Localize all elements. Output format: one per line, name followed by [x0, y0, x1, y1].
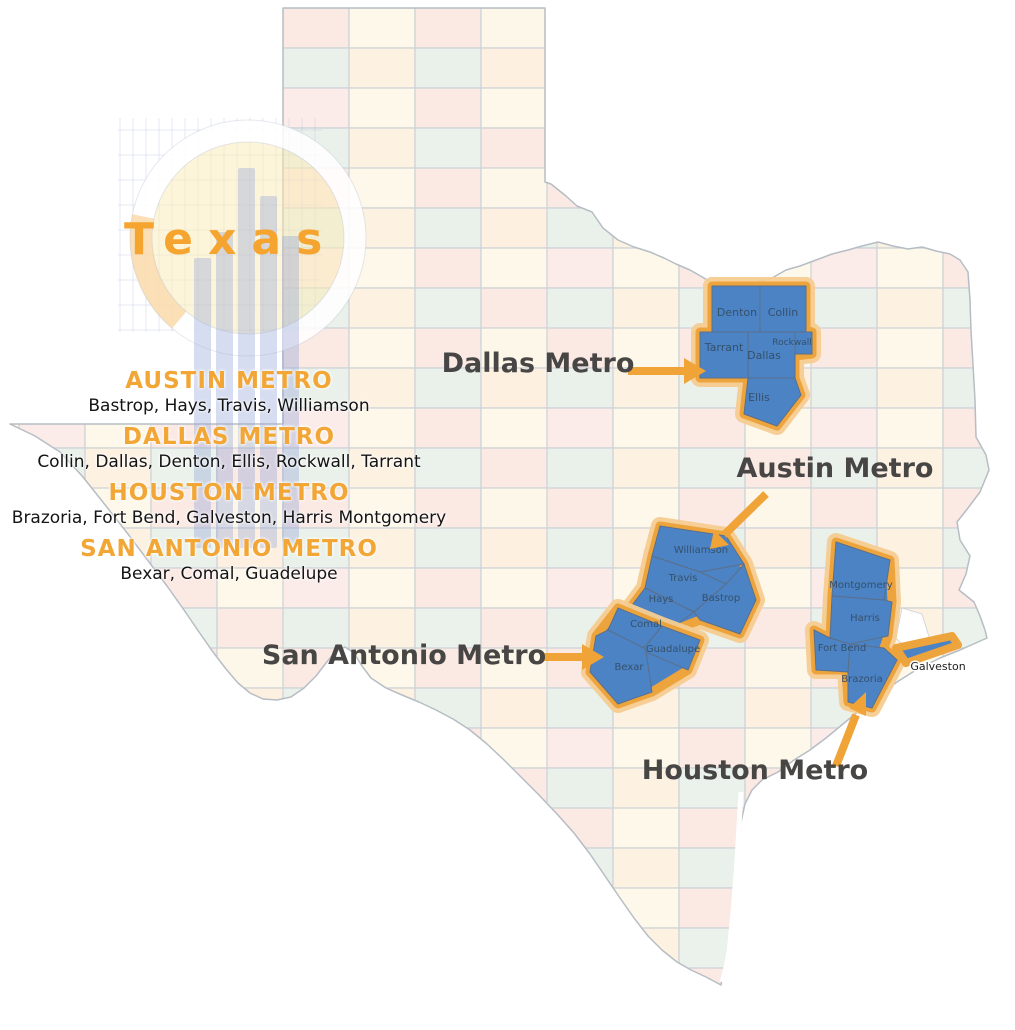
- dallas-arrowhead-icon: [684, 358, 706, 384]
- county-guadalupe-label: Guadalupe: [646, 644, 700, 655]
- county-bexar-shape: [589, 629, 653, 705]
- logo-ring-orange-arc: [130, 120, 366, 356]
- callout-arrows: [540, 358, 866, 768]
- county-harris-label: Harris: [850, 613, 880, 624]
- dallas-metro-callout: Dallas Metro: [442, 348, 635, 379]
- county-fort-bend-label: Fort Bend: [818, 643, 866, 654]
- logo-inner-circle: [152, 142, 344, 334]
- metro-region-dallas: Denton Collin Tarrant Dallas Rockwall El…: [691, 277, 821, 435]
- county-collin-label: Collin: [768, 306, 799, 319]
- county-guadalupe-shape: [643, 625, 701, 671]
- county-brazoria-shape: [847, 643, 898, 709]
- logo-ring-edge-outer: [129, 119, 367, 357]
- county-dallas-label: Dallas: [747, 349, 781, 362]
- county-hays-label: Hays: [649, 594, 674, 605]
- san-antonio-metro-callout: San Antonio Metro: [262, 640, 546, 671]
- county-montgomery-label: Montgomery: [829, 580, 892, 591]
- logo-ring-edge-inner: [151, 141, 345, 335]
- county-ellis-shape: [743, 377, 802, 427]
- logo-bars-icon: [194, 168, 299, 548]
- county-ellis-label: Ellis: [748, 391, 770, 404]
- metro-region-san-antonio: Comal Guadalupe Bexar: [581, 599, 709, 713]
- county-galveston-label: Galveston: [910, 660, 965, 673]
- county-rockwall-shape: [794, 331, 813, 355]
- padre-island-channel: [719, 791, 744, 983]
- texas-logo-watermark: Texas: [118, 118, 367, 548]
- county-travis-label: Travis: [668, 573, 698, 584]
- austin-arrowhead-icon: [710, 530, 729, 549]
- houston-metro-callout: Houston Metro: [642, 755, 868, 786]
- metro-region-austin: Williamson Travis Hays Bastrop: [621, 517, 765, 643]
- county-bastrop-label: Bastrop: [702, 593, 740, 604]
- county-bastrop-shape: [693, 563, 757, 635]
- county-tarrant-shape: [699, 331, 749, 379]
- county-rockwall-label: Rockwall: [772, 338, 811, 348]
- galveston-island-outline: [892, 632, 962, 667]
- logo-ring: [130, 120, 366, 356]
- austin-metro-callout: Austin Metro: [737, 453, 934, 484]
- county-brazoria-label: Brazoria: [841, 674, 882, 685]
- county-comal-label: Comal: [630, 619, 662, 630]
- galveston-island: Galveston: [892, 632, 967, 675]
- texas-state-shape: [9, 7, 990, 986]
- austin-arrow-icon: [721, 491, 769, 538]
- logo-text: Texas: [124, 214, 337, 265]
- houston-arrowhead-icon: [849, 692, 866, 716]
- houston-arrow-icon: [832, 713, 860, 768]
- county-denton-label: Denton: [717, 306, 757, 319]
- san-antonio-arrowhead-icon: [582, 644, 604, 670]
- county-tarrant-label: Tarrant: [704, 341, 744, 354]
- county-williamson-label: Williamson: [674, 545, 728, 556]
- county-bexar-label: Bexar: [615, 662, 645, 673]
